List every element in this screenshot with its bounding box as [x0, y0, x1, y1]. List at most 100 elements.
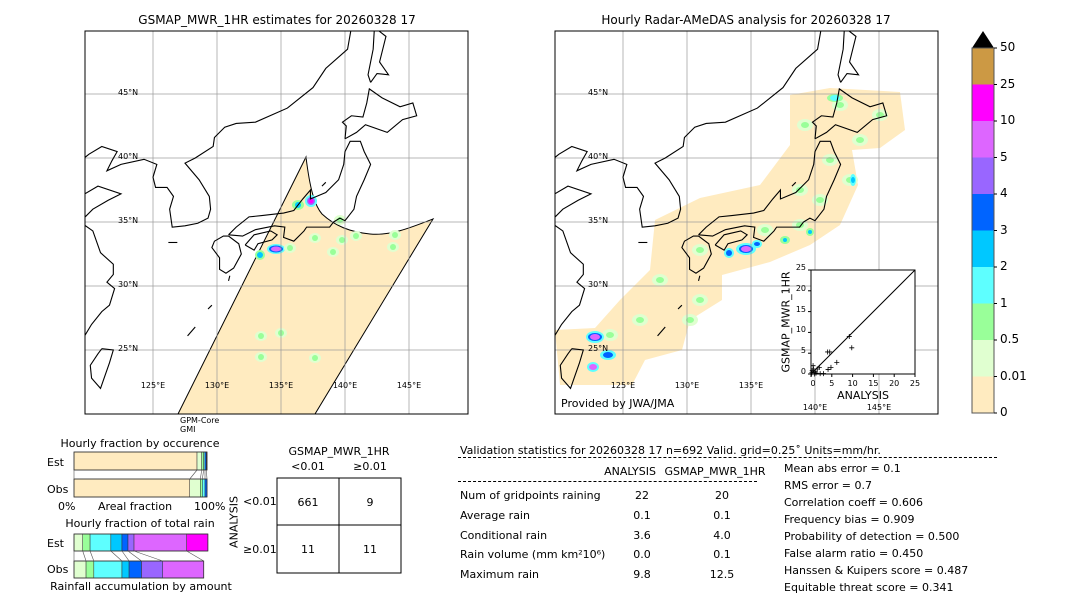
rain-cell: [390, 244, 396, 250]
lon-label: 145°E: [866, 403, 892, 412]
stat-gsmap-value: 0.1: [713, 509, 731, 522]
lon-label: 140°E: [332, 381, 358, 390]
stat-label: Rain volume (mm km²10⁶): [460, 548, 606, 561]
connector-line: [133, 550, 163, 562]
rain-cell: [589, 364, 597, 370]
lon-label: 135°E: [738, 381, 764, 390]
occurrence-tick-0: 0%: [58, 500, 76, 513]
colorbar-segment: [972, 267, 994, 304]
contingency-col-ge: ≥0.01: [353, 460, 387, 473]
coastline-sakhalin: [367, 31, 390, 83]
coastline-shikoku: [244, 230, 279, 251]
scatter-point: [849, 345, 855, 351]
scatter-x-tick-label: 25: [909, 379, 921, 388]
occurrence-tick-100: 100%: [194, 500, 226, 513]
connector-line: [110, 550, 123, 562]
bar-segment: [110, 533, 123, 552]
rainfrac-title: Hourly fraction of total rain: [65, 517, 215, 530]
stat-analysis-value: 0.0: [633, 548, 651, 561]
colorbar-segment: [972, 121, 994, 158]
connector-line: [186, 550, 204, 562]
rain-cell: [312, 235, 318, 241]
scatter-point: [834, 359, 840, 365]
colorbar-label: 0.5: [1000, 332, 1020, 346]
rainfrac-xlabel: Rainfall accumulation by amount: [50, 580, 232, 593]
bar-segment: [127, 533, 135, 552]
rain-cell: [287, 245, 293, 251]
coastline-sakhalin: [837, 31, 860, 83]
stat-label: Num of gridpoints raining: [460, 489, 601, 502]
left-map-title: GSMAP_MWR_1HR estimates for 20260328 17: [138, 13, 416, 27]
lat-label: 40°N: [588, 152, 609, 161]
stat-analysis-value: 9.8: [633, 568, 651, 581]
rain-cell: [308, 198, 314, 204]
contingency-cell: 11: [301, 543, 315, 556]
connector-line: [189, 469, 198, 480]
bar-segment: [73, 533, 83, 552]
scatter-x-tick-label: 15: [868, 379, 879, 388]
scatter-point: [827, 349, 833, 355]
bar-segment: [121, 560, 130, 579]
rain-cell: [696, 247, 704, 253]
connector-line: [89, 550, 95, 562]
colorbar: [971, 31, 997, 414]
colorbar-label: 4: [1000, 186, 1008, 200]
coastline-sado: [791, 181, 797, 187]
bar-segment: [82, 533, 91, 552]
colorbar-segment: [972, 84, 994, 121]
coastline-hokkaido: [341, 87, 418, 140]
coastline-mainland: [555, 31, 822, 228]
bar-frame: [73, 533, 209, 552]
scatter-y-tick-label: 5: [800, 346, 806, 356]
colorbar-label: 5: [1000, 149, 1008, 164]
connector-line: [127, 550, 142, 562]
coastline-taiwan: [559, 348, 585, 390]
rain-cell: [686, 317, 694, 323]
rain-cell: [801, 122, 809, 128]
rain-cell: [796, 187, 804, 193]
stat-analysis-value: 3.6: [633, 529, 651, 542]
scatter-point: [817, 371, 823, 377]
rain-cell: [258, 333, 264, 339]
colorbar-label: 0.01: [1000, 368, 1027, 383]
scatter-point: [810, 366, 816, 372]
stat-gsmap-value: 0.1: [713, 548, 731, 561]
bar-segment: [201, 451, 204, 471]
right-map: [554, 30, 939, 415]
lat-label: 45°N: [118, 88, 139, 97]
lat-label: 30°N: [588, 280, 609, 289]
bar-segment: [200, 478, 203, 498]
colorbar-label: 10: [1000, 113, 1016, 127]
colorbar-label: 25: [1000, 76, 1016, 91]
bar-segment: [196, 451, 202, 471]
bar-segment: [73, 451, 198, 471]
scatter-point: [813, 370, 819, 376]
stat-gsmap-value: 12.5: [709, 568, 735, 581]
stat-analysis-value: 0.1: [633, 509, 651, 522]
occurrence-est-label: Est: [47, 456, 64, 469]
coastline-mainland: [85, 31, 352, 228]
lon-label: 145°E: [396, 381, 422, 390]
colorbar-segment: [972, 303, 994, 340]
stat-label: Average rain: [460, 509, 530, 522]
lon-label: 130°E: [204, 381, 230, 390]
colorbar-segment: [972, 157, 994, 194]
lon-label: 125°E: [140, 381, 166, 390]
bar-segment: [189, 478, 201, 498]
coastline-honshu: [698, 140, 842, 242]
bar-frame: [73, 478, 208, 498]
scatter-x-tick-label: 20: [889, 379, 900, 388]
bar-segment: [133, 533, 187, 552]
colorbar-label: 3: [1000, 222, 1008, 237]
coastline-tanega: [227, 275, 231, 282]
rain-cell: [816, 197, 824, 203]
colorbar-segment: [972, 194, 994, 231]
left-map: [84, 30, 469, 415]
lon-label: 140°E: [802, 403, 828, 412]
lon-label: 125°E: [610, 381, 636, 390]
scatter-x-tick-label: 5: [829, 379, 835, 388]
occurrence-bar-obs: [73, 478, 208, 498]
right-map-title: Hourly Radar-AMeDAS analysis for 2026032…: [601, 13, 891, 27]
satellite-label: GPM-Core: [180, 416, 220, 425]
